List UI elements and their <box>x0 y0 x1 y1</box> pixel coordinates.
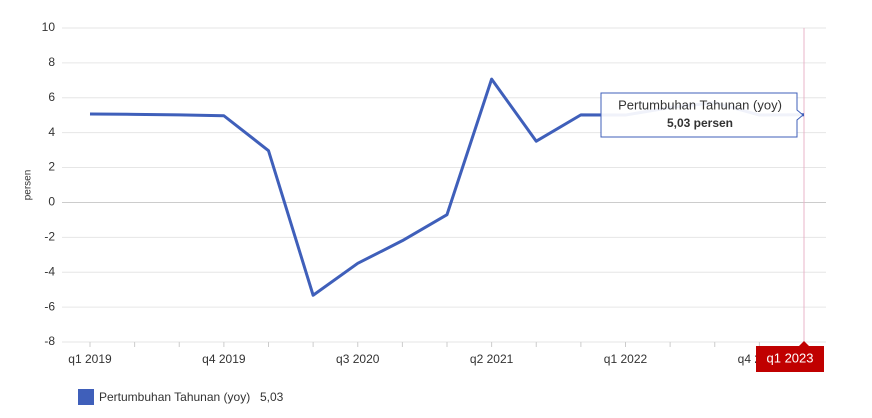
y-axis-label: persen <box>23 170 34 201</box>
legend-value: 5,03 <box>260 390 284 404</box>
y-tick-label: 0 <box>48 195 55 209</box>
active-category-label: q1 2023 <box>767 350 814 365</box>
y-tick-label: -4 <box>44 264 55 278</box>
y-tick-label: 4 <box>48 125 55 139</box>
x-tick-label: q3 2020 <box>336 352 380 366</box>
y-tick-label: -6 <box>44 299 55 313</box>
legend-swatch <box>78 389 94 405</box>
tooltip-box <box>600 92 804 138</box>
tooltip-title: Pertumbuhan Tahunan (yoy) <box>618 97 782 112</box>
y-tick-label: 6 <box>48 90 55 104</box>
x-tick-label: q1 2019 <box>68 352 112 366</box>
x-tick-label: q4 2019 <box>202 352 246 366</box>
active-category-box <box>756 346 824 372</box>
legend-label: Pertumbuhan Tahunan (yoy) <box>99 390 250 404</box>
y-tick-label: 2 <box>48 160 55 174</box>
y-tick-label: -2 <box>44 230 55 244</box>
x-tick-label: q2 2021 <box>470 352 514 366</box>
tooltip-value: 5,03 persen <box>667 116 733 130</box>
y-tick-label: 10 <box>42 20 56 34</box>
y-tick-label: 8 <box>48 55 55 69</box>
y-tick-label: -8 <box>44 334 55 348</box>
x-tick-label: q1 2022 <box>604 352 648 366</box>
active-category-arrow <box>799 341 809 346</box>
